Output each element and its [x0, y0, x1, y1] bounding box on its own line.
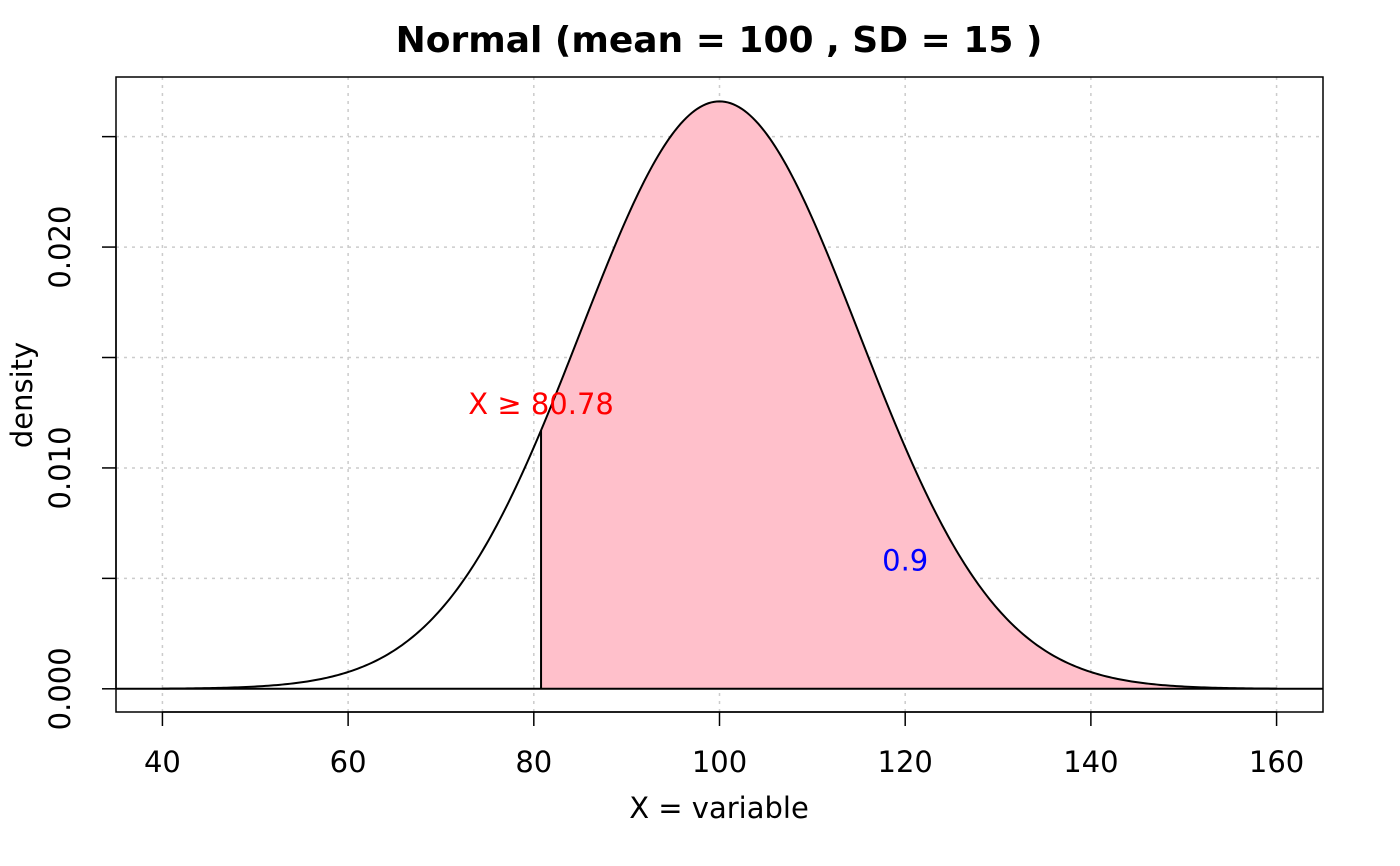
x-axis: 40 60 80 100 120 140 160	[144, 711, 1304, 779]
x-tick-label-5: 140	[1063, 745, 1118, 779]
density-curve	[162, 100, 1277, 690]
x-tick-label-2: 80	[515, 745, 552, 779]
x-axis-title: X = variable	[629, 791, 809, 825]
annotation-1: 0.9	[882, 544, 928, 578]
x-tick-label-0: 40	[144, 745, 181, 779]
x-tick-label-1: 60	[330, 745, 367, 779]
annotations: X ≥ 80.78 0.9	[468, 387, 928, 578]
y-tick-label-2: 0.010	[43, 426, 77, 509]
chart-title: Normal (mean = 100 , SD = 15 )	[396, 20, 1043, 61]
x-tick-label-6: 160	[1249, 745, 1304, 779]
shaded-probability-area	[541, 101, 1277, 689]
x-tick-label-4: 120	[878, 745, 933, 779]
y-tick-label-0: 0.000	[43, 647, 77, 730]
y-axis: 0.000 0.010 0.020	[43, 135, 117, 730]
x-tick-label-3: 100	[692, 745, 747, 779]
y-axis-title: density	[5, 342, 39, 448]
y-tick-label-4: 0.020	[43, 206, 77, 289]
annotation-0: X ≥ 80.78	[468, 387, 614, 421]
